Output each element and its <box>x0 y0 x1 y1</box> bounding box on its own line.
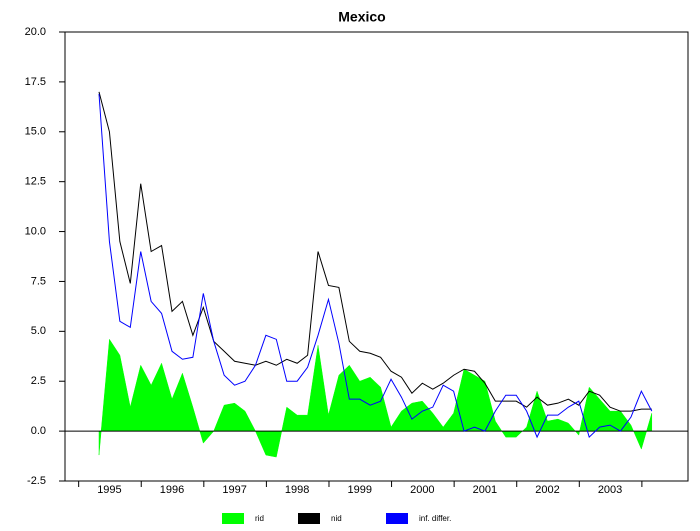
x-tick-label: 1995 <box>97 484 121 496</box>
y-tick-label: 2.5 <box>31 375 46 387</box>
x-tick-label: 1998 <box>285 484 309 496</box>
y-tick-label: 10.0 <box>25 225 46 237</box>
x-tick-label: 2002 <box>535 484 559 496</box>
legend-text: nid <box>331 514 342 523</box>
x-tick-label: 2001 <box>473 484 497 496</box>
x-tick-label: 1999 <box>348 484 372 496</box>
y-tick-label: 15.0 <box>25 126 46 138</box>
y-tick-label: 5.0 <box>31 325 46 337</box>
legend-swatch <box>222 513 244 524</box>
y-tick-label: -2.5 <box>27 475 46 487</box>
line <box>98 91 652 412</box>
legend-text: inf. differ. <box>419 514 451 523</box>
y-tick-label: 17.5 <box>25 76 46 88</box>
y-tick-label: 12.5 <box>25 176 46 188</box>
area <box>98 338 653 458</box>
line <box>98 93 653 439</box>
plot-frame <box>64 31 689 482</box>
x-tick-label: 1997 <box>222 484 246 496</box>
legend-text: rid <box>255 514 264 523</box>
legend-swatch <box>298 513 320 524</box>
x-tick-label: 2000 <box>410 484 434 496</box>
legend-swatch <box>386 513 408 524</box>
y-tick-label: 0.0 <box>31 425 46 437</box>
chart-title: Mexico <box>338 9 385 25</box>
y-tick-label: 20.0 <box>25 26 46 38</box>
y-tick-label: 7.5 <box>31 275 46 287</box>
x-tick-label: 2003 <box>598 484 622 496</box>
x-tick-label: 1996 <box>160 484 184 496</box>
